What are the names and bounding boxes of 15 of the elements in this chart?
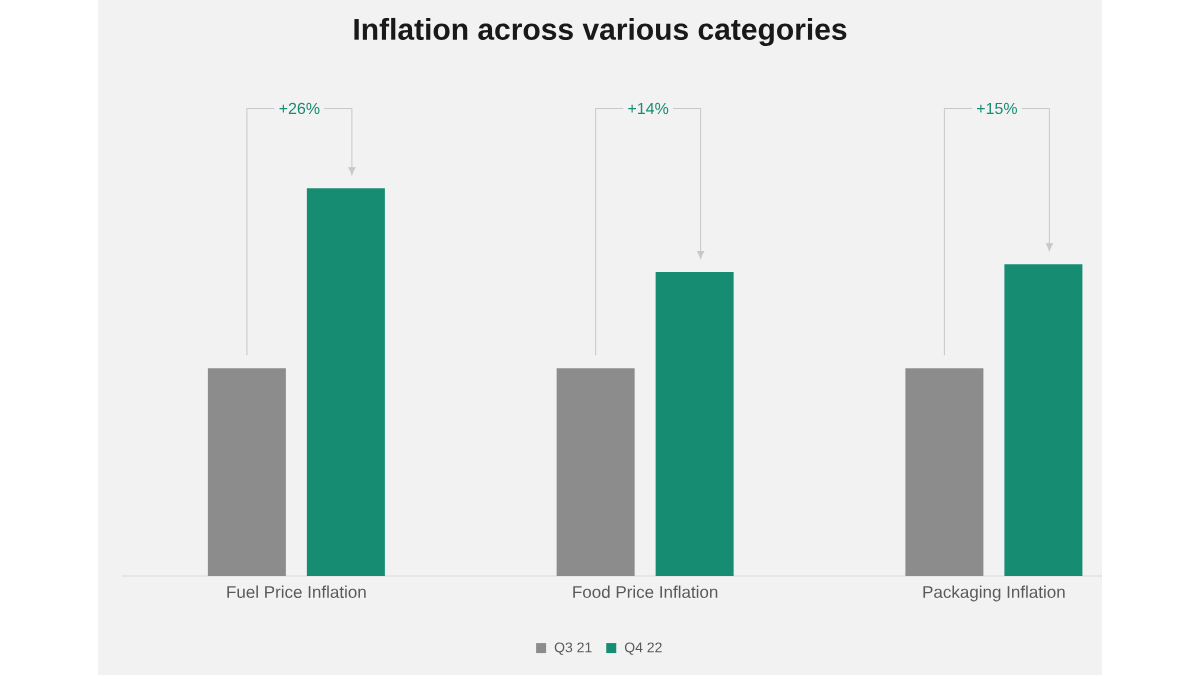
bar: [655, 272, 734, 576]
chart-title: Inflation across various categories: [354, 17, 847, 47]
x-tick-label: Fuel Price Inflation: [227, 585, 366, 599]
text: +15%: [977, 102, 1018, 115]
bar: [1004, 264, 1083, 576]
legend-label: Q4 22: [624, 642, 662, 655]
x-tick-label: Food Price Inflation: [573, 585, 718, 599]
x-tick-label: Packaging Inflation: [923, 585, 1065, 602]
legend-label: Q3 21: [554, 642, 592, 655]
text: +14%: [628, 102, 669, 115]
bar: [207, 368, 286, 576]
bar: [556, 368, 635, 576]
bar: [306, 188, 385, 576]
text: +26%: [279, 102, 320, 115]
bar: [905, 368, 984, 576]
